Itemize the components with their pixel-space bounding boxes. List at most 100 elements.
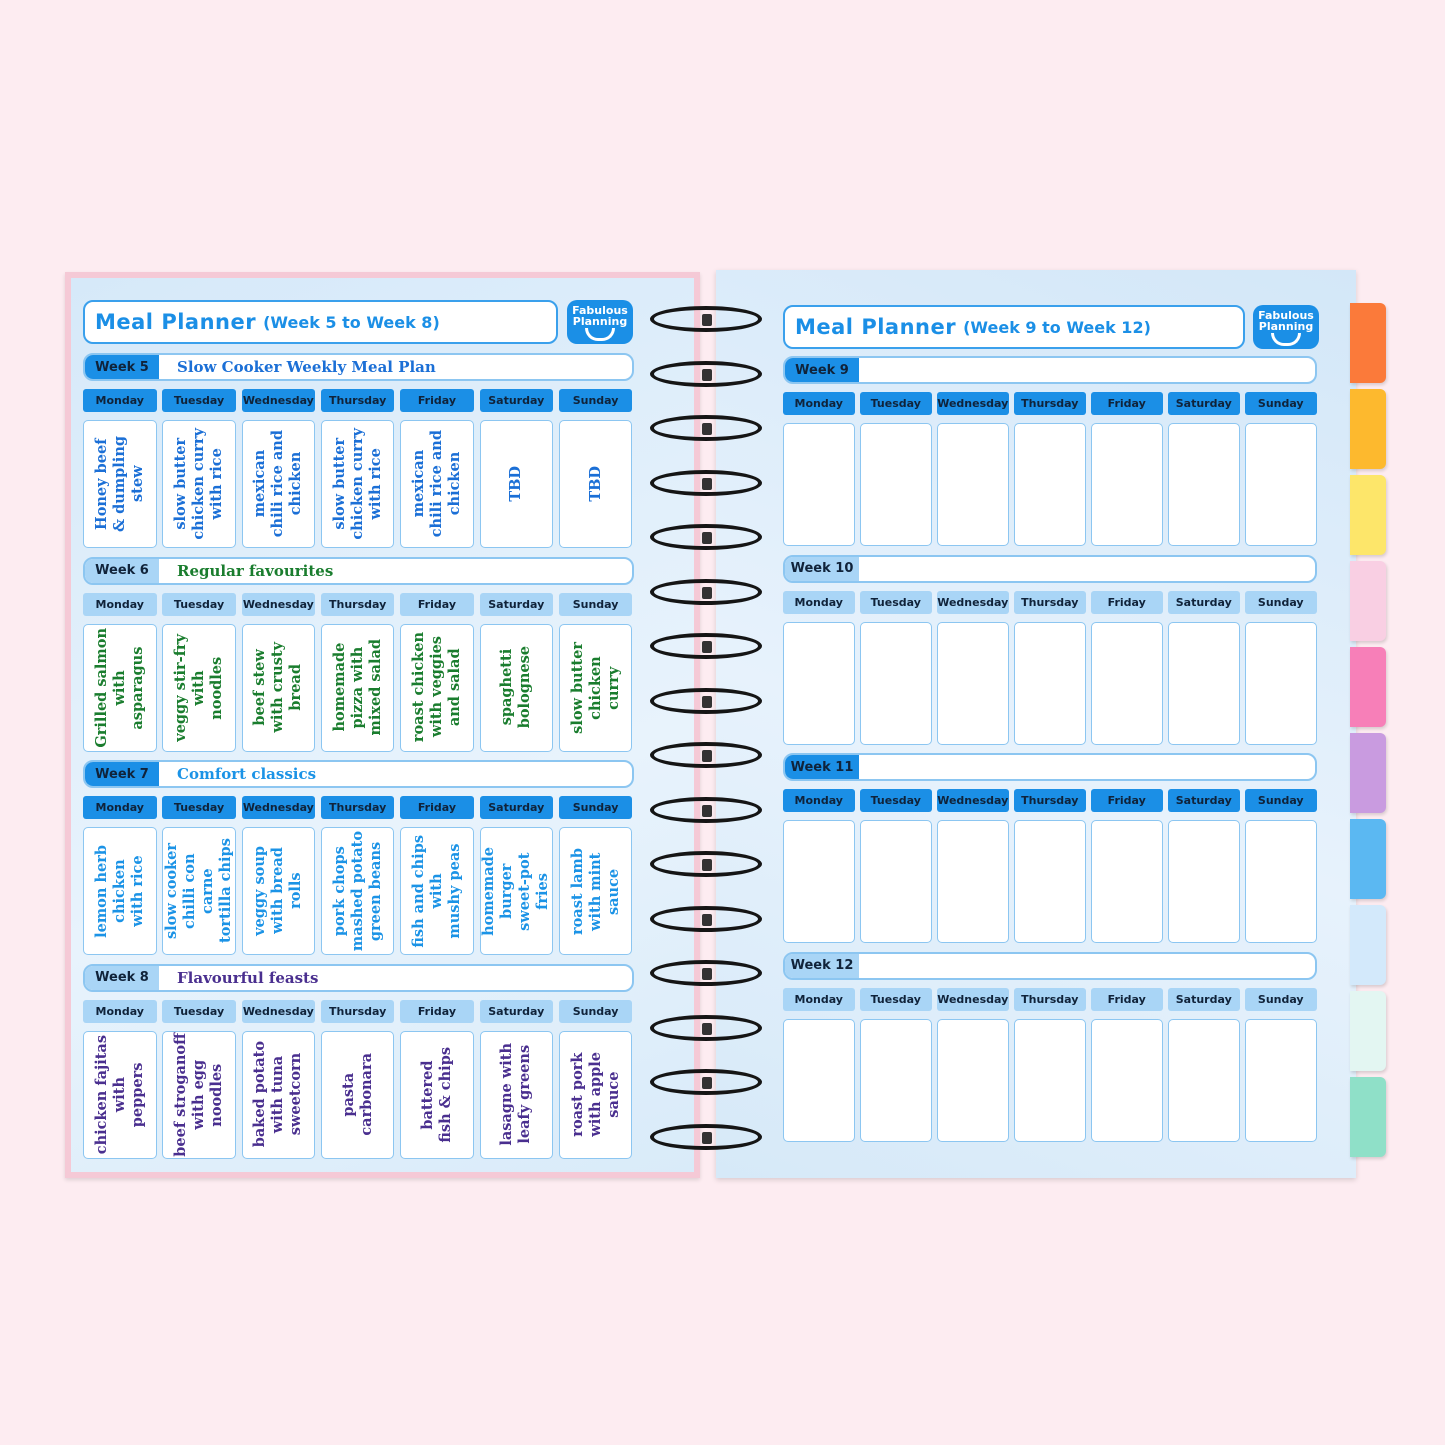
meal-cell[interactable]: battered fish & chips <box>400 1030 474 1159</box>
meal-text: mexican chili rice and chicken <box>409 430 463 538</box>
meal-cell[interactable] <box>937 621 1009 745</box>
meal-text: lasagne with leafy greens <box>498 1043 534 1146</box>
index-tab[interactable] <box>1350 561 1386 641</box>
meal-cell[interactable]: pasta carbonara <box>320 1030 395 1159</box>
day-header-tuesday: Tuesday <box>162 592 236 616</box>
day-header-monday: Monday <box>783 789 855 812</box>
spiral-ring <box>650 524 762 550</box>
meal-cell[interactable]: mexican chili rice and chicken <box>241 420 316 548</box>
meal-cell[interactable] <box>1091 1018 1163 1142</box>
day-header-friday: Friday <box>1091 987 1163 1011</box>
index-tab[interactable] <box>1350 733 1386 813</box>
meal-cell[interactable] <box>1091 621 1163 745</box>
meal-cell[interactable]: homemade pizza with mixed salad <box>320 623 395 752</box>
meal-cell[interactable]: veggy soup with bread rolls <box>241 827 316 955</box>
meal-cell[interactable]: homemade burger sweet-pot fries <box>479 827 553 955</box>
meal-cell[interactable]: slow butter chicken curry with rice <box>162 420 236 548</box>
meal-cell[interactable]: slow butter chicken curry with rice <box>320 420 395 548</box>
meal-cell[interactable] <box>937 1018 1009 1142</box>
meal-cell[interactable] <box>783 820 855 943</box>
meal-cell[interactable] <box>1014 423 1086 546</box>
meal-cell[interactable]: Honey beef & dumpling stew <box>83 420 157 548</box>
meal-cell[interactable] <box>1245 1018 1317 1142</box>
meal-text: chicken fajitas with peppers <box>92 1034 146 1155</box>
meal-cell[interactable] <box>1091 820 1163 943</box>
week-label: Week 10 <box>785 556 859 581</box>
meal-cell[interactable] <box>1245 820 1317 943</box>
meal-cell[interactable]: veggy stir-fry with noodles <box>162 623 236 752</box>
day-header-sunday: Sunday <box>1245 987 1317 1011</box>
day-header-sunday: Sunday <box>558 592 633 616</box>
meal-cell[interactable] <box>937 820 1009 943</box>
day-header-wednesday: Wednesday <box>241 592 316 616</box>
day-header-saturday: Saturday <box>1168 987 1240 1011</box>
meal-cell[interactable]: mexican chili rice and chicken <box>400 420 474 548</box>
meal-cell[interactable]: pork chops mashed potato green beans <box>320 827 395 955</box>
meal-cell[interactable] <box>783 1018 855 1142</box>
meal-cell[interactable] <box>860 1018 932 1142</box>
meal-cell[interactable] <box>783 621 855 745</box>
meal-cell[interactable] <box>1014 621 1086 745</box>
meal-cell[interactable]: beef stew with crusty bread <box>241 623 316 752</box>
day-header-monday: Monday <box>783 590 855 614</box>
index-tab[interactable] <box>1350 647 1386 727</box>
spiral-ring <box>650 851 762 877</box>
meal-cell[interactable]: beef stroganoff with egg noodles <box>162 1030 236 1159</box>
day-header-saturday: Saturday <box>479 796 553 819</box>
meal-cell[interactable]: roast chicken with veggies and salad <box>400 623 474 752</box>
day-header-wednesday: Wednesday <box>937 392 1009 415</box>
meal-cell[interactable] <box>1014 820 1086 943</box>
day-header-saturday: Saturday <box>479 999 553 1023</box>
meal-text: mexican chili rice and chicken <box>251 430 305 538</box>
index-tab[interactable] <box>1350 991 1386 1071</box>
meal-cell[interactable] <box>1245 423 1317 546</box>
left-title: Meal Planner (Week 5 to Week 8) <box>83 300 558 344</box>
meal-cell[interactable]: Grilled salmon with asparagus <box>83 623 157 752</box>
meal-cell[interactable]: lasagne with leafy greens <box>479 1030 553 1159</box>
index-tab[interactable] <box>1350 1077 1386 1157</box>
meal-cell[interactable] <box>1014 1018 1086 1142</box>
meal-cell[interactable] <box>1245 621 1317 745</box>
spiral-ring <box>650 469 762 496</box>
meal-text: slow cooker chilli con carne tortilla ch… <box>163 838 235 944</box>
meal-cell[interactable] <box>1168 820 1240 943</box>
meal-cell[interactable] <box>1091 423 1163 546</box>
meal-cell[interactable] <box>860 423 932 546</box>
index-tab[interactable] <box>1350 819 1386 899</box>
meal-text: Honey beef & dumpling stew <box>92 436 146 532</box>
meal-cell[interactable]: slow cooker chilli con carne tortilla ch… <box>162 827 236 955</box>
meal-text: pork chops mashed potato green beans <box>330 830 384 952</box>
day-header-wednesday: Wednesday <box>241 999 316 1023</box>
index-tab[interactable] <box>1350 303 1386 383</box>
spiral-ring <box>650 633 762 659</box>
index-tab[interactable] <box>1350 389 1386 469</box>
meal-cell[interactable]: chicken fajitas with peppers <box>83 1030 157 1159</box>
spiral-ring <box>650 687 762 714</box>
day-header-tuesday: Tuesday <box>162 796 236 819</box>
meal-cell[interactable]: slow butter chicken curry <box>558 623 633 752</box>
meal-cell[interactable]: baked potato with tuna sweetcorn <box>241 1030 316 1159</box>
meal-cell[interactable]: fish and chips with mushy peas <box>400 827 474 955</box>
day-header-monday: Monday <box>783 987 855 1011</box>
right-title-main: Meal Planner <box>795 315 957 339</box>
meal-cell[interactable] <box>860 621 932 745</box>
meal-cell[interactable]: TBD <box>479 420 553 548</box>
meal-text: beef stroganoff with egg noodles <box>172 1032 226 1157</box>
meal-cell[interactable]: roast pork with apple sauce <box>558 1030 633 1159</box>
meal-cell[interactable] <box>937 423 1009 546</box>
meal-cell[interactable] <box>860 820 932 943</box>
meal-cell[interactable] <box>1168 1018 1240 1142</box>
meal-cell[interactable] <box>1168 423 1240 546</box>
meal-text: Grilled salmon with asparagus <box>92 627 146 748</box>
meal-cell[interactable] <box>783 423 855 546</box>
day-header-saturday: Saturday <box>479 389 553 412</box>
meal-cell[interactable]: roast lamb with mint sauce <box>558 827 633 955</box>
meal-text: homemade pizza with mixed salad <box>330 639 384 736</box>
meal-cell[interactable]: TBD <box>558 420 633 548</box>
meal-cell[interactable]: lemon herb chicken with rice <box>83 827 157 955</box>
index-tab[interactable] <box>1350 905 1386 985</box>
index-tab[interactable] <box>1350 475 1386 555</box>
meal-cell[interactable] <box>1168 621 1240 745</box>
day-header-thursday: Thursday <box>320 592 395 616</box>
meal-cell[interactable]: spaghetti bolognese <box>479 623 553 752</box>
